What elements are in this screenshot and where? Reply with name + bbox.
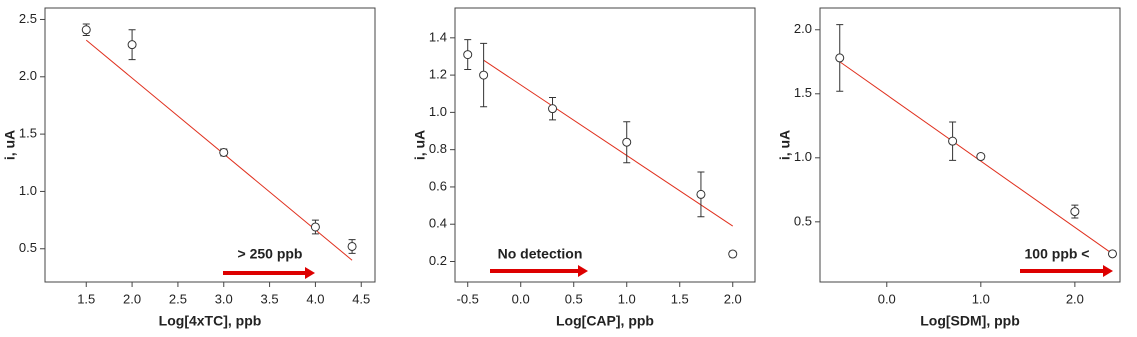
y-tick-label: 0.8 [429,141,447,156]
data-point [728,249,738,259]
data-point [127,40,137,50]
data-point [463,50,473,60]
y-tick-label: 2.5 [19,11,37,26]
fit-line [839,61,1113,255]
x-tick-label: 3.0 [215,291,233,306]
fit-line [85,39,353,261]
x-tick-label: 1.5 [77,291,95,306]
panel: -0.5 0.0 0.5 1.0 1.5 2.0 0.2 0.4 0.6 0.8 1.0 1.2 1.4… [412,7,756,329]
data-point [548,104,558,114]
x-tick-label: -0.5 [457,291,479,306]
y-tick-label: 1.0 [429,104,447,119]
y-axis-label: i, uA [2,130,18,160]
arrow-head [1103,265,1113,277]
fit-line [483,59,734,227]
x-tick-label: 0.5 [565,291,583,306]
y-tick-label: 2.0 [794,21,812,36]
x-tick-label: 2.0 [123,291,141,306]
x-axis-label: Log[SDM], ppb [920,313,1020,329]
y-tick-label: 0.2 [429,253,447,268]
y-tick-label: 1.5 [19,126,37,141]
arrow-head [578,265,588,277]
annotation: No detection [498,246,583,262]
x-tick-label: 2.0 [724,291,742,306]
y-axis-label: i, uA [777,130,793,160]
plot-frame [44,7,376,283]
panel: 0.0 1.0 2.0 0.5 1.0 1.5 2.0 Log[SDM], ppb i, uA 1… [777,7,1121,329]
arrow-head [305,267,315,279]
data-point [310,222,320,232]
y-tick-label: 0.5 [794,213,812,228]
plot-frame [454,7,756,283]
y-tick-label: 1.4 [429,29,447,44]
data-point [347,241,357,251]
x-tick-label: 3.5 [261,291,279,306]
x-tick-label: 1.0 [972,291,990,306]
y-tick-label: 0.6 [429,178,447,193]
data-point [622,137,632,147]
data-point [835,53,845,63]
x-tick-label: 4.5 [352,291,370,306]
x-axis-label: Log[4xTC], ppb [159,313,262,329]
y-tick-label: 2.0 [19,68,37,83]
data-point [1070,207,1080,217]
data-point [479,70,489,80]
x-axis-label: Log[CAP], ppb [556,313,654,329]
y-tick-label: 1.0 [19,183,37,198]
x-tick-label: 2.5 [169,291,187,306]
x-tick-label: 1.0 [618,291,636,306]
x-tick-label: 0.0 [878,291,896,306]
y-axis-label: i, uA [412,130,428,160]
plot-frame [819,7,1121,283]
y-tick-label: 0.5 [19,240,37,255]
data-point [219,147,229,157]
annotation: 100 ppb < [1025,246,1090,262]
data-point [1107,249,1117,259]
data-point [81,25,91,35]
data-point [948,136,958,146]
x-tick-label: 1.5 [671,291,689,306]
data-point [696,189,706,199]
data-point [976,152,986,162]
x-tick-label: 0.0 [512,291,530,306]
y-tick-label: 1.0 [794,149,812,164]
y-tick-label: 1.2 [429,67,447,82]
x-tick-label: 2.0 [1066,291,1084,306]
panel: 1.5 2.0 2.5 3.0 3.5 4.0 4.5 0.5 1.0 1.5 2.0 2.5 Log[… [2,7,376,329]
y-tick-label: 0.4 [429,216,447,231]
y-tick-label: 1.5 [794,85,812,100]
annotation: > 250 ppb [238,246,303,262]
x-tick-label: 4.0 [306,291,324,306]
